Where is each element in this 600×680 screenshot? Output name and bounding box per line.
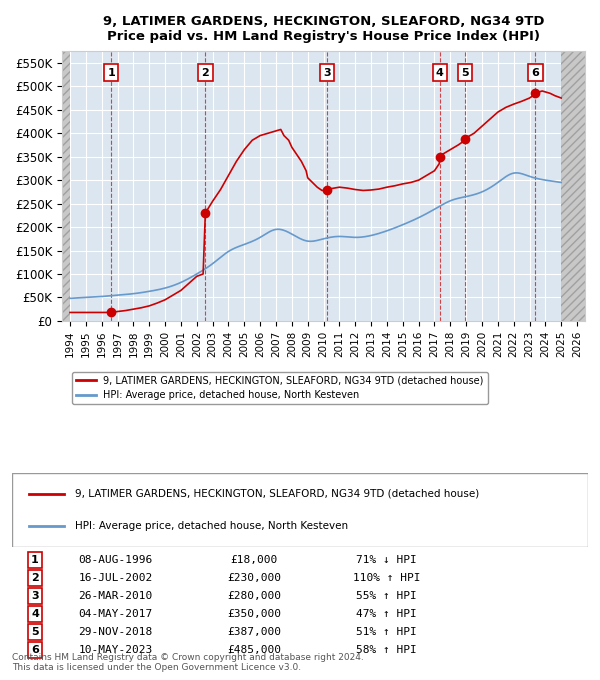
Text: 58% ↑ HPI: 58% ↑ HPI (356, 645, 417, 655)
Text: 9, LATIMER GARDENS, HECKINGTON, SLEAFORD, NG34 9TD (detached house): 9, LATIMER GARDENS, HECKINGTON, SLEAFORD… (76, 488, 479, 498)
Text: HPI: Average price, detached house, North Kesteven: HPI: Average price, detached house, Nort… (76, 522, 349, 532)
Text: 5: 5 (31, 627, 39, 637)
Text: 6: 6 (31, 645, 39, 655)
Text: 26-MAR-2010: 26-MAR-2010 (79, 591, 153, 601)
Text: 04-MAY-2017: 04-MAY-2017 (79, 609, 153, 619)
Text: 55% ↑ HPI: 55% ↑ HPI (356, 591, 417, 601)
Text: 110% ↑ HPI: 110% ↑ HPI (353, 573, 420, 583)
Bar (62, 51, 70, 321)
Legend: 9, LATIMER GARDENS, HECKINGTON, SLEAFORD, NG34 9TD (detached house), HPI: Averag: 9, LATIMER GARDENS, HECKINGTON, SLEAFORD… (72, 371, 488, 404)
Text: 47% ↑ HPI: 47% ↑ HPI (356, 609, 417, 619)
Bar (561, 51, 585, 321)
Text: 29-NOV-2018: 29-NOV-2018 (79, 627, 153, 637)
Text: 2: 2 (31, 573, 39, 583)
Text: 2: 2 (202, 68, 209, 78)
Text: 6: 6 (532, 68, 539, 78)
Text: 51% ↑ HPI: 51% ↑ HPI (356, 627, 417, 637)
Text: 1: 1 (107, 68, 115, 78)
Text: Contains HM Land Registry data © Crown copyright and database right 2024.
This d: Contains HM Land Registry data © Crown c… (12, 653, 364, 673)
Text: 3: 3 (323, 68, 331, 78)
Text: £387,000: £387,000 (227, 627, 281, 637)
Text: £280,000: £280,000 (227, 591, 281, 601)
Text: 4: 4 (31, 609, 39, 619)
Text: 4: 4 (436, 68, 444, 78)
FancyBboxPatch shape (12, 473, 588, 547)
Text: 10-MAY-2023: 10-MAY-2023 (79, 645, 153, 655)
Text: £485,000: £485,000 (227, 645, 281, 655)
Text: 5: 5 (461, 68, 469, 78)
Text: £230,000: £230,000 (227, 573, 281, 583)
Text: £18,000: £18,000 (230, 555, 278, 565)
Text: 3: 3 (31, 591, 39, 601)
Text: 71% ↓ HPI: 71% ↓ HPI (356, 555, 417, 565)
Text: 16-JUL-2002: 16-JUL-2002 (79, 573, 153, 583)
Title: 9, LATIMER GARDENS, HECKINGTON, SLEAFORD, NG34 9TD
Price paid vs. HM Land Regist: 9, LATIMER GARDENS, HECKINGTON, SLEAFORD… (103, 15, 544, 43)
Text: £350,000: £350,000 (227, 609, 281, 619)
Text: 1: 1 (31, 555, 39, 565)
Text: 08-AUG-1996: 08-AUG-1996 (79, 555, 153, 565)
